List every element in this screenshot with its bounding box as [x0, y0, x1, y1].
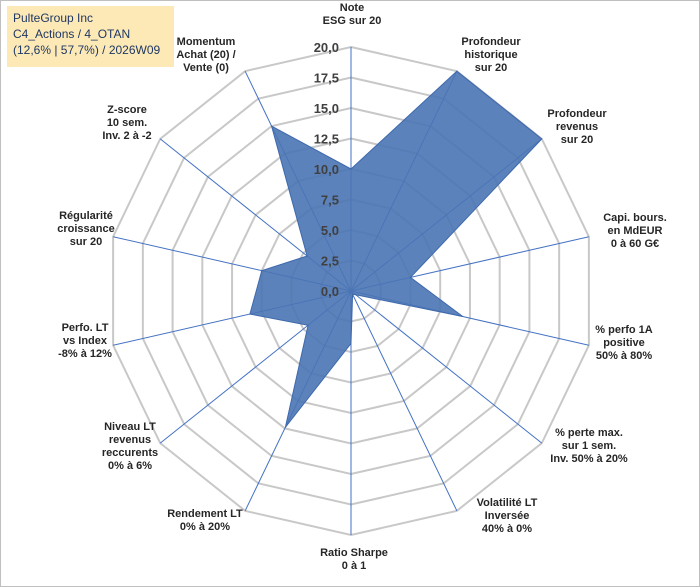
axis-label: Profondeur historique sur 20 — [461, 36, 521, 74]
tick-label: 12,5 — [314, 132, 339, 147]
axis-label-line: 0 à 1 — [342, 560, 366, 572]
axis-label: Régularité croissance sur 20 — [57, 210, 114, 248]
chart-title-box: PulteGroup Inc C4_Actions / 4_OTAN (12,6… — [7, 6, 174, 67]
axis-label-line: croissance — [57, 223, 114, 235]
axis-label: % perfo 1A positive 50% à 80% — [595, 324, 653, 362]
axis-label-line: 0 à 60 G€ — [611, 238, 659, 250]
axis-label-line: -8% à 12% — [58, 348, 112, 360]
tick-label: 7,5 — [321, 193, 339, 208]
axis-label-line: 50% à 80% — [596, 350, 652, 362]
axis-label-line: Achat (20) / — [176, 49, 235, 61]
axis-label-line: Capi. bours. — [603, 212, 667, 224]
data-point — [409, 276, 411, 278]
data-point — [352, 293, 354, 295]
axis-label: Profondeur revenus sur 20 — [547, 108, 607, 146]
axis-label-line: Volatilité LT — [477, 497, 538, 509]
tick-label: 2,5 — [321, 254, 339, 269]
axis-label-line: Profondeur — [461, 36, 521, 48]
data-point — [350, 342, 352, 344]
data-point — [541, 138, 543, 140]
axis-label: Rendement LT 0% à 20% — [167, 508, 243, 533]
data-point — [307, 324, 309, 326]
tick-label: 0,0 — [321, 284, 339, 299]
axis-label-line: Z-score — [107, 104, 147, 116]
axis-label-line: Vente (0) — [183, 62, 229, 74]
stats-label: (12,6% | 57,7%) / 2026W09 — [13, 43, 161, 57]
axis-label-line: sur 1 sem. — [562, 440, 616, 452]
axis-label-line: historique — [464, 49, 517, 61]
axis-label-line: 0% à 20% — [180, 521, 230, 533]
axis-label-line: sur 20 — [475, 62, 507, 74]
axis-label: Ratio Sharpe 0 à 1 — [320, 547, 388, 572]
data-point — [249, 313, 251, 315]
axis-label: Note ESG sur 20 — [323, 2, 382, 27]
data-point — [284, 426, 286, 428]
data-point — [306, 255, 308, 257]
axis-spoke — [350, 290, 458, 512]
axis-label-line: Rendement LT — [167, 508, 243, 520]
axis-label-line: revenus — [109, 434, 151, 446]
axis-label-line: Inv. 50% à 20% — [550, 453, 628, 465]
axis-label-line: Inv. 2 à -2 — [102, 130, 151, 142]
series-area — [249, 70, 543, 428]
axis-label-line: Momentum — [177, 36, 236, 48]
axis-label: % perte max. sur 1 sem. Inv. 50% à 20% — [550, 427, 628, 465]
axis-label-line: revenus — [556, 121, 598, 133]
data-point — [271, 125, 273, 127]
axis-label-line: Régularité — [59, 210, 113, 222]
tick-label: 5,0 — [321, 223, 339, 238]
company-name: PulteGroup Inc — [13, 11, 94, 25]
axis-label-line: Note — [340, 2, 364, 14]
axis-label-line: 10 sem. — [107, 117, 147, 129]
axis-label-line: Perfo. LT — [62, 322, 109, 334]
data-point — [350, 168, 352, 170]
axis-label-line: 0% à 6% — [108, 460, 152, 472]
data-point — [456, 70, 458, 72]
tick-label: 17,5 — [314, 71, 339, 86]
axis-label-line: Inversée — [485, 510, 530, 522]
data-point — [261, 270, 263, 272]
axis-label: Perfo. LT vs Index -8% à 12% — [58, 322, 112, 360]
tick-label: 10,0 — [314, 162, 339, 177]
axis-label: Momentum Achat (20) / Vente (0) — [176, 36, 235, 74]
axis-label-line: reccurents — [102, 447, 158, 459]
series-layer — [249, 70, 543, 428]
axis-label-line: % perfo 1A — [595, 324, 653, 336]
axis-label: Volatilité LT Inversée 40% à 0% — [477, 497, 538, 535]
axis-label-line: sur 20 — [70, 236, 102, 248]
axis-label-line: Profondeur — [547, 108, 607, 120]
tick-label: 20,0 — [314, 40, 339, 55]
axis-label-line: ESG sur 20 — [323, 15, 382, 27]
axis-spoke — [350, 290, 543, 444]
axis-label: Z-score 10 sem. Inv. 2 à -2 — [102, 104, 151, 142]
axis-label: Niveau LT revenus reccurents 0% à 6% — [102, 421, 158, 472]
axis-label-line: Ratio Sharpe — [320, 547, 388, 559]
data-point — [355, 294, 357, 296]
axis-label-line: 40% à 0% — [482, 523, 532, 535]
axis-label-line: vs Index — [63, 335, 108, 347]
axis-label: Capi. bours. en MdEUR 0 à 60 G€ — [603, 212, 667, 250]
tick-layer: 0,0 2,5 5,0 7,5 10,0 12,5 15,0 17,5 20,0 — [314, 40, 339, 299]
axis-label-line: % perte max. — [555, 427, 623, 439]
tick-label: 15,0 — [314, 101, 339, 116]
axis-label-line: Niveau LT — [104, 421, 156, 433]
data-point — [462, 316, 464, 318]
category-label: C4_Actions / 4_OTAN — [13, 27, 131, 41]
axis-label-line: sur 20 — [561, 134, 593, 146]
axis-label-line: en MdEUR — [608, 225, 663, 237]
axis-label-line: positive — [603, 337, 645, 349]
